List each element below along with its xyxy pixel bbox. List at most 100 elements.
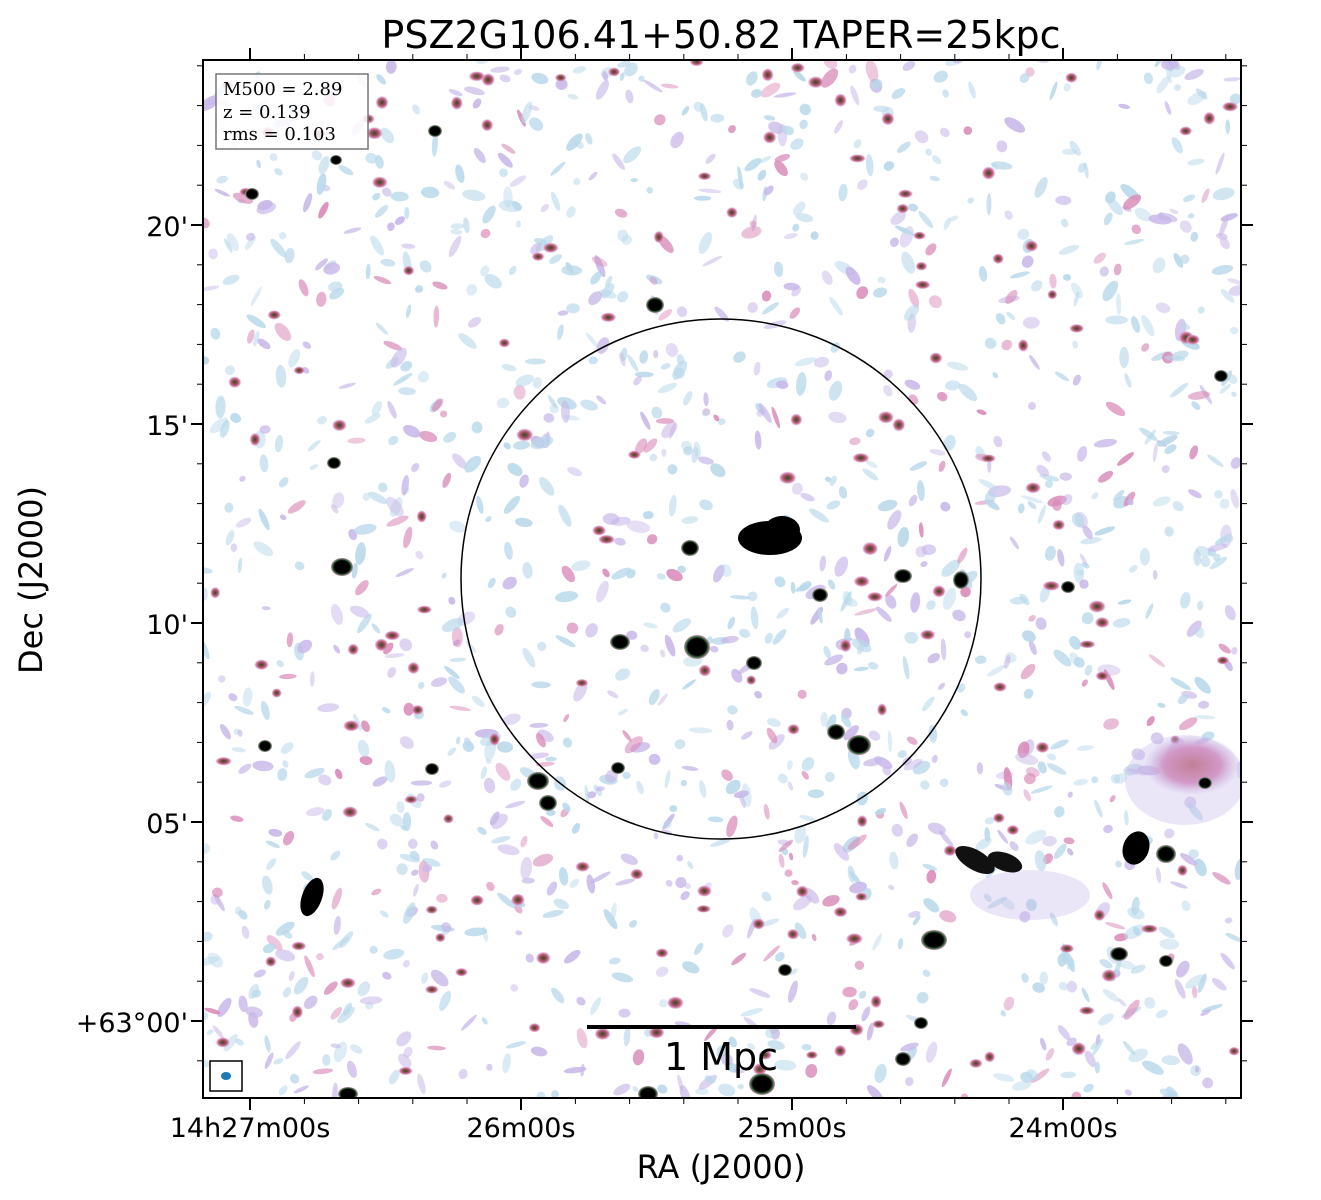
noise-speck [376, 74, 386, 85]
noise-speck [1187, 213, 1195, 219]
noise-speck [365, 263, 371, 280]
y-tick-label: 20' [146, 212, 188, 243]
noise-speck [865, 60, 879, 83]
faint-source [807, 76, 824, 89]
noise-speck [781, 125, 795, 136]
noise-speck [519, 474, 529, 488]
noise-speck [694, 942, 704, 955]
noise-speck [279, 673, 297, 680]
faint-source [834, 93, 847, 108]
noise-speck [728, 1036, 738, 1048]
faint-source [969, 1058, 983, 1069]
noise-speck [1081, 987, 1090, 1003]
noise-speck [223, 1033, 238, 1052]
faint-source [762, 131, 777, 144]
faint-source [366, 126, 383, 140]
noise-speck [260, 700, 270, 720]
noise-speck [1069, 140, 1081, 156]
noise-speck [1022, 316, 1040, 329]
noise-speck [261, 875, 273, 895]
noise-speck [747, 302, 758, 313]
noise-speck [403, 424, 421, 438]
noise-speck [626, 630, 638, 640]
faint-source [481, 118, 494, 132]
faint-source [271, 688, 282, 698]
noise-speck [355, 580, 369, 596]
noise-speck [1034, 850, 1047, 872]
noise-speck [464, 927, 488, 937]
noise-speck [854, 608, 878, 616]
noise-speck [334, 768, 343, 780]
faint-source [861, 541, 879, 556]
noise-speck [497, 844, 520, 856]
noise-speck [1079, 579, 1089, 589]
noise-speck [525, 358, 546, 365]
noise-speck [268, 828, 283, 837]
faint-source [375, 95, 389, 110]
noise-speck [968, 81, 976, 99]
noise-speck [317, 703, 340, 713]
noise-speck [509, 175, 527, 187]
noise-speck [1134, 207, 1152, 222]
noise-speck [917, 480, 925, 502]
noise-speck [440, 410, 448, 418]
noise-speck [1164, 355, 1186, 362]
noise-speck [1186, 620, 1202, 637]
noise-speck [1157, 702, 1166, 708]
noise-speck [1112, 618, 1131, 628]
noise-speck [218, 675, 226, 683]
noise-speck [442, 472, 452, 488]
noise-speck [899, 801, 908, 819]
noise-speck [1170, 677, 1191, 691]
noise-speck [209, 417, 229, 434]
noise-speck [297, 639, 313, 654]
noise-speck [282, 987, 292, 998]
noise-speck [350, 605, 369, 618]
noise-speck [375, 204, 389, 218]
noise-speck [840, 591, 852, 612]
noise-speck [448, 235, 462, 258]
noise-speck [1229, 326, 1239, 335]
noise-speck [925, 148, 932, 156]
noise-speck [489, 811, 500, 826]
noise-speck [1037, 505, 1046, 524]
noise-speck [276, 660, 284, 668]
faint-source [746, 675, 757, 686]
noise-speck [691, 446, 699, 463]
noise-speck [865, 460, 878, 468]
noise-speck [1219, 383, 1231, 394]
noise-speck [279, 231, 287, 240]
noise-speck [901, 251, 916, 274]
noise-speck [925, 243, 937, 256]
noise-speck [763, 945, 780, 962]
faint-source [984, 1051, 996, 1063]
noise-speck [505, 1041, 526, 1049]
noise-speck [1227, 374, 1238, 384]
noise-speck [904, 1077, 914, 1086]
noise-speck [1035, 617, 1047, 630]
noise-speck [522, 562, 533, 579]
noise-speck [657, 382, 677, 394]
noise-speck [562, 737, 573, 748]
faint-source [914, 280, 931, 290]
noise-speck [943, 217, 951, 230]
noise-speck [794, 357, 817, 367]
noise-speck [1195, 88, 1208, 100]
noise-speck [275, 921, 295, 936]
noise-speck [536, 1091, 546, 1098]
noise-speck [266, 858, 277, 870]
faint-source [1024, 240, 1039, 252]
noise-speck [410, 780, 433, 786]
noise-speck [278, 1085, 288, 1096]
noise-speck [861, 1006, 871, 1022]
noise-speck [683, 391, 693, 406]
faint-source [787, 723, 800, 735]
noise-speck [622, 771, 631, 780]
noise-speck [908, 494, 918, 507]
noise-speck [262, 943, 276, 954]
noise-speck [997, 829, 1009, 844]
noise-speck [204, 1007, 221, 1015]
noise-speck [1194, 1066, 1200, 1073]
noise-speck [502, 576, 517, 590]
noise-speck [910, 592, 921, 613]
